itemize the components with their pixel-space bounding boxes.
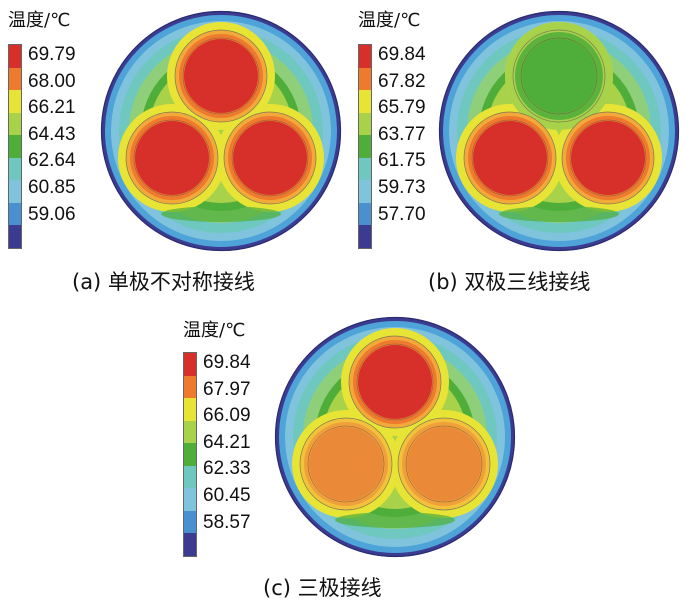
core-outline [223,111,317,205]
cable-temperature-field [274,316,516,558]
legend-swatch [9,112,21,135]
cable-core-conductor [522,39,596,113]
legend-swatch [184,510,196,533]
legend-tick-label: 63.77 [378,123,426,145]
legend-swatch [184,353,196,376]
core-outline [356,343,434,421]
legend-swatch [184,488,196,511]
legend-tick-label: 62.33 [203,458,251,480]
core-outline [182,37,260,115]
legend-swatch [9,202,21,225]
core-outline [397,417,491,511]
legend-tick-label: 65.79 [378,97,426,119]
legend-swatch [359,45,371,68]
legend-swatch [359,202,371,225]
legend-tick-label: 61.75 [378,150,426,172]
cable-temperature-field [438,10,680,252]
core-outline [307,425,385,503]
core-outline [125,111,219,205]
legend-swatch [9,90,21,113]
legend-tick-label: 60.45 [203,485,251,506]
legend-tick-label: 57.70 [378,203,426,225]
cable-core-conductor [407,427,481,501]
panel-b: 温度/℃ 69.84 67.82 65.79 63.77 61.75 59.73 57.70… [350,0,700,300]
cable-core-conductor [135,121,209,195]
cable-core-conductor [358,345,432,419]
sheath-outline [100,10,342,252]
legend-tick-label: 67.82 [378,70,426,92]
cable-temperature-field [100,10,342,252]
core-outline [299,417,393,511]
legend-swatch [184,443,196,466]
legend-tick-label: 58.57 [203,511,251,533]
temperature-band [335,512,455,528]
legend-tick-label: 60.85 [28,177,76,198]
temperature-band [161,206,281,222]
legend-swatch [184,533,196,556]
cable-core-conductor [473,121,547,195]
legend-title: 温度/℃ [183,320,246,341]
caption: (b) 双极三线接线 [428,270,591,294]
legend-swatch [359,67,371,90]
panel-c: 温度/℃ 69.84 67.97 66.09 64.21 62.33 60.45 58.57… [175,300,525,604]
legend-swatch [359,157,371,180]
legend-swatch [359,112,371,135]
legend-tick-label: 69.79 [28,44,76,65]
legend-tick-label: 62.64 [28,150,76,172]
temperature-band [499,206,619,222]
legend-tick-label: 66.09 [203,405,251,427]
cable-core-conductor [233,121,307,195]
core-outline [348,335,442,429]
core-outline [561,111,655,205]
legend-title: 温度/℃ [358,10,421,31]
legend-swatch [359,180,371,203]
legend-swatch [359,90,371,113]
core-outline [174,29,268,123]
core-outline [512,29,606,123]
sheath-outline [438,10,680,252]
cable-core-conductor [184,39,258,113]
legend-tick-label: 59.06 [28,203,76,225]
core-outline [231,119,309,197]
legend-tick-label: 64.43 [28,123,76,145]
color-legend-bar [183,352,197,557]
color-legend-bar [8,44,22,249]
legend-tick-label: 69.84 [378,44,426,65]
core-outline [471,119,549,197]
legend-swatch [359,135,371,158]
caption: (a) 单极不对称接线 [72,270,255,294]
legend-swatch [184,375,196,398]
legend-swatch [184,398,196,421]
legend-swatch [9,157,21,180]
sheath-outline [274,316,516,558]
core-outline [520,37,598,115]
legend-tick-label: 68.00 [28,70,76,92]
legend-title: 温度/℃ [8,10,71,31]
legend-tick-label: 66.21 [28,97,76,119]
legend-swatch [359,225,371,248]
legend-swatch [9,45,21,68]
legend-swatch [9,225,21,248]
cable-core-conductor [571,121,645,195]
legend-swatch [9,180,21,203]
legend-swatch [184,420,196,443]
legend-swatch [9,67,21,90]
legend-tick-label: 64.21 [203,431,251,453]
cable-core-conductor [309,427,383,501]
color-legend-bar [358,44,372,249]
core-outline [569,119,647,197]
legend-tick-label: 69.84 [203,352,251,373]
core-outline [405,425,483,503]
legend-tick-label: 67.97 [203,378,251,400]
core-outline [133,119,211,197]
legend-swatch [184,465,196,488]
core-outline [463,111,557,205]
caption: (c) 三极接线 [263,576,382,600]
legend-swatch [9,135,21,158]
panel-a: 温度/℃ 69.79 68.00 66.21 64.43 62.64 60.85 59.06… [0,0,350,300]
legend-tick-label: 59.73 [378,177,426,198]
